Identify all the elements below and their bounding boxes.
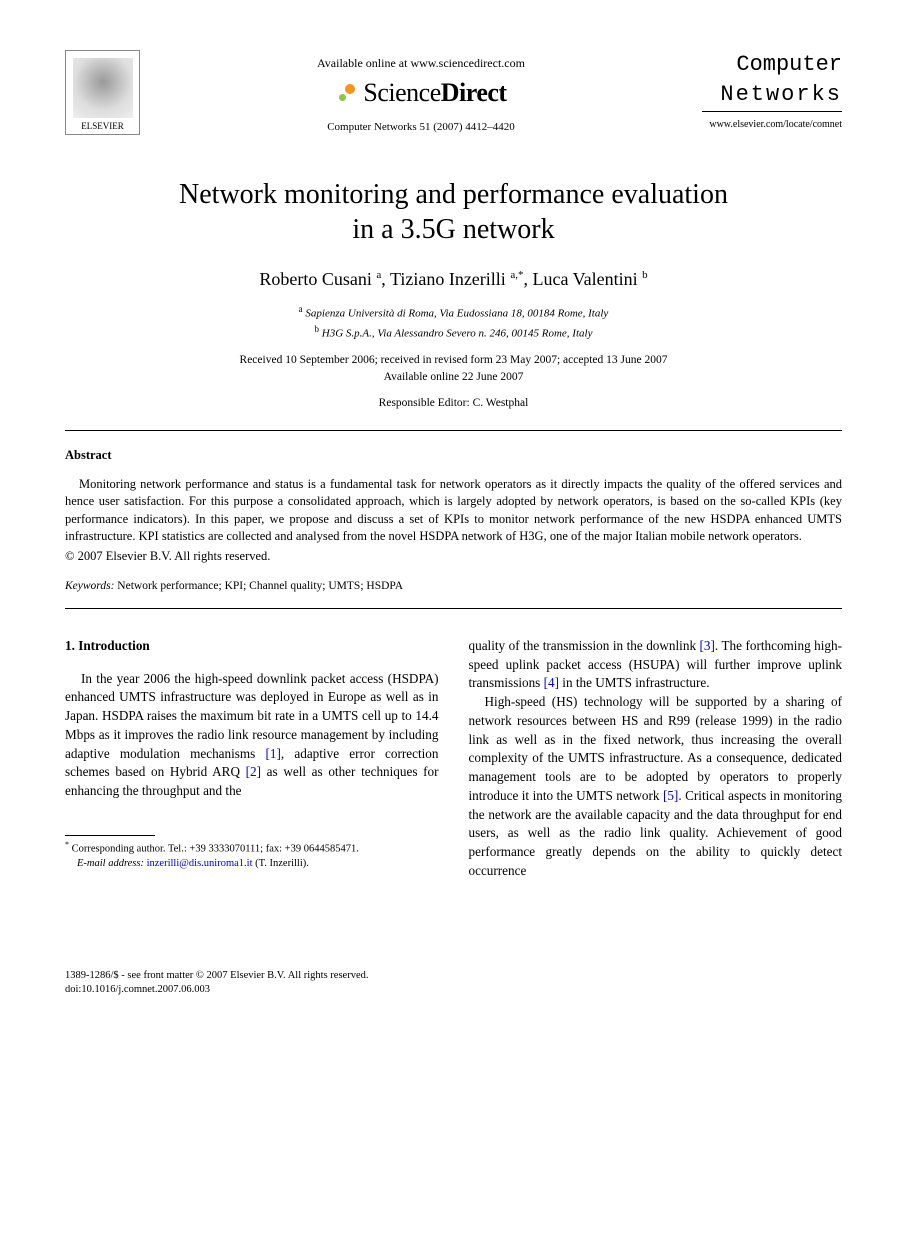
sciencedirect-wordmark: ScienceDirect [363, 75, 506, 110]
citation-link-3[interactable]: [3] [700, 638, 715, 653]
intro-paragraph-1-cont: quality of the transmission in the downl… [469, 637, 843, 693]
sd-bold: Direct [441, 78, 507, 107]
title-line2: in a 3.5G network [352, 214, 554, 245]
article-title: Network monitoring and performance evalu… [65, 177, 842, 247]
author-2-aff: a,* [510, 269, 523, 281]
copyright-line: © 2007 Elsevier B.V. All rights reserved… [65, 548, 842, 565]
available-online-text: Available online at www.sciencedirect.co… [140, 55, 702, 71]
p1r-text-c: in the UMTS infrastructure. [559, 675, 710, 690]
email-link[interactable]: inzerilli@dis.uniroma1.it [147, 858, 253, 869]
author-2: Tiziano Inzerilli [390, 269, 506, 289]
journal-title-line2: Networks [702, 80, 842, 110]
corresponding-email-line: E-mail address: inzerilli@dis.uniroma1.i… [65, 857, 439, 871]
citation-link-2[interactable]: [2] [246, 764, 261, 779]
journal-logo: Computer Networks www.elsevier.com/locat… [702, 50, 842, 132]
elsevier-tree-icon [73, 58, 133, 118]
section-1-heading: 1. Introduction [65, 637, 439, 656]
affiliation-b: H3G S.p.A., Via Alessandro Severo n. 246… [322, 327, 593, 339]
email-who: (T. Inzerilli). [253, 858, 309, 869]
p1r-text-a: quality of the transmission in the downl… [469, 638, 700, 653]
sciencedirect-swirl-icon [335, 82, 357, 104]
elsevier-logo: ELSEVIER [65, 50, 140, 135]
article-dates: Received 10 September 2006; received in … [65, 352, 842, 387]
author-1-aff: a [376, 269, 381, 281]
column-left: 1. Introduction In the year 2006 the hig… [65, 637, 439, 881]
author-3-aff: b [642, 269, 648, 281]
citation-line: Computer Networks 51 (2007) 4412–4420 [140, 120, 702, 135]
sciencedirect-logo: ScienceDirect [140, 75, 702, 110]
journal-rule [702, 111, 842, 112]
corresponding-author-note: * Corresponding author. Tel.: +39 333307… [65, 840, 439, 857]
footer-front-matter: 1389-1286/$ - see front matter © 2007 El… [65, 969, 842, 983]
center-header: Available online at www.sciencedirect.co… [140, 50, 702, 135]
journal-url: www.elsevier.com/locate/comnet [702, 118, 842, 132]
citation-link-5[interactable]: [5] [663, 788, 678, 803]
abstract-text: Monitoring network performance and statu… [65, 476, 842, 546]
corresponding-separator [65, 835, 155, 836]
keywords-text: Network performance; KPI; Channel qualit… [114, 580, 403, 592]
intro-paragraph-2: High-speed (HS) technology will be suppo… [469, 693, 843, 880]
author-list: Roberto Cusani a, Tiziano Inzerilli a,*,… [65, 267, 842, 291]
affiliation-a: Sapienza Università di Roma, Via Eudossi… [305, 308, 608, 320]
author-1: Roberto Cusani [259, 269, 372, 289]
journal-title-line1: Computer [702, 50, 842, 80]
elsevier-label: ELSEVIER [81, 120, 124, 132]
sd-light: Science [363, 78, 440, 107]
corr-text: Corresponding author. Tel.: +39 33330701… [72, 843, 359, 854]
intro-paragraph-1: In the year 2006 the high-speed downlink… [65, 670, 439, 801]
dates-line1: Received 10 September 2006; received in … [240, 354, 668, 366]
dates-line2: Available online 22 June 2007 [384, 371, 524, 383]
keywords-label: Keywords: [65, 580, 114, 592]
footer-doi: doi:10.1016/j.comnet.2007.06.003 [65, 983, 842, 997]
keywords: Keywords: Network performance; KPI; Chan… [65, 579, 842, 595]
citation-link-4[interactable]: [4] [544, 675, 559, 690]
abstract-top-rule [65, 430, 842, 431]
page-footer: 1389-1286/$ - see front matter © 2007 El… [65, 969, 842, 997]
body-columns: 1. Introduction In the year 2006 the hig… [65, 637, 842, 881]
column-right: quality of the transmission in the downl… [469, 637, 843, 881]
title-line1: Network monitoring and performance evalu… [179, 179, 728, 210]
abstract-bottom-rule [65, 608, 842, 609]
page-header: ELSEVIER Available online at www.science… [65, 50, 842, 135]
affiliations: a Sapienza Università di Roma, Via Eudos… [65, 303, 842, 341]
p2-text-a: High-speed (HS) technology will be suppo… [469, 694, 843, 803]
responsible-editor: Responsible Editor: C. Westphal [65, 396, 842, 412]
email-label: E-mail address: [77, 858, 144, 869]
citation-link-1[interactable]: [1] [266, 746, 281, 761]
author-3: Luca Valentini [532, 269, 637, 289]
abstract-heading: Abstract [65, 447, 842, 464]
